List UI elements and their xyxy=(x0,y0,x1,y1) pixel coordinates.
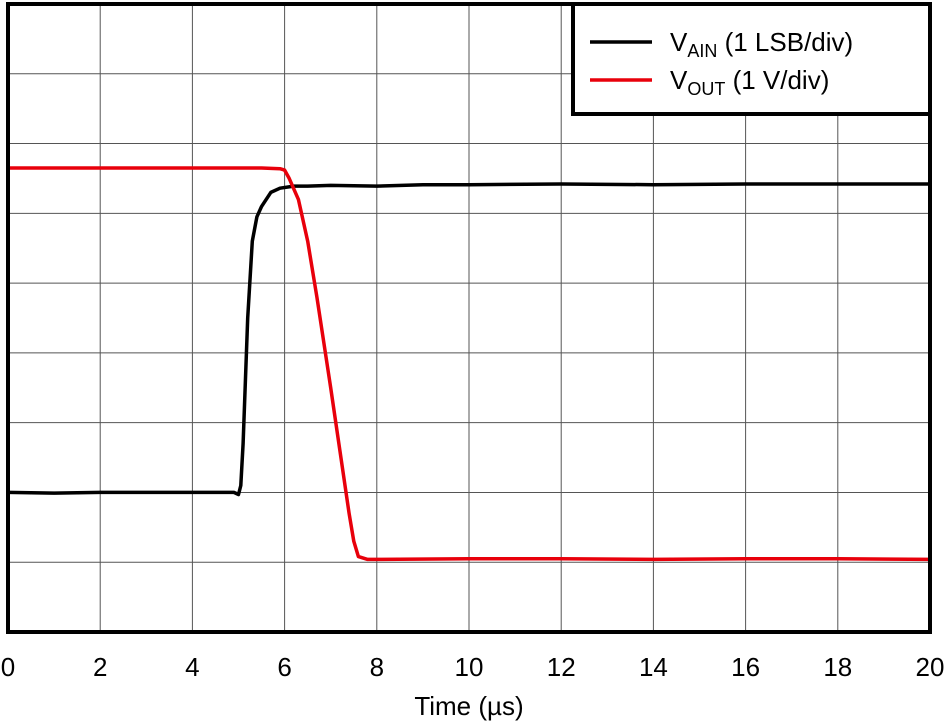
x-tick-label: 2 xyxy=(93,652,107,682)
plot-frame xyxy=(6,2,932,634)
x-tick-label: 0 xyxy=(1,652,15,682)
x-tick-label: 20 xyxy=(916,652,945,682)
series-layer xyxy=(6,166,932,562)
series-line-vout xyxy=(6,166,932,562)
x-tick-label: 10 xyxy=(455,652,484,682)
legend-label: VOUT (1 V/div) xyxy=(670,65,829,99)
x-axis-title: Time (µs) xyxy=(414,691,523,721)
x-tick-label: 14 xyxy=(639,652,668,682)
legend-label: VAIN (1 LSB/div) xyxy=(670,27,853,61)
grid xyxy=(8,4,930,632)
x-tick-label: 8 xyxy=(370,652,384,682)
x-tick-label: 4 xyxy=(185,652,199,682)
x-tick-label: 6 xyxy=(277,652,291,682)
x-tick-label: 12 xyxy=(547,652,576,682)
series-line-vain xyxy=(6,182,932,497)
x-tick-label: 18 xyxy=(823,652,852,682)
legend: VAIN (1 LSB/div) VOUT (1 V/div) xyxy=(571,2,932,116)
x-tick-labels: 0 2 4 6 8 10 12 14 16 18 20 xyxy=(1,652,945,682)
x-tick-label: 16 xyxy=(731,652,760,682)
legend-box xyxy=(571,2,932,116)
